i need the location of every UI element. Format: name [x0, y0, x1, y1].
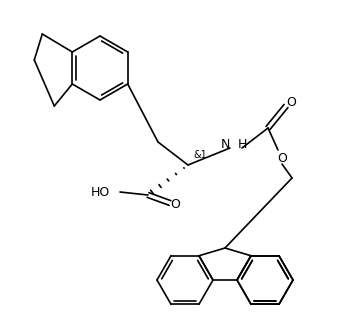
- Text: N: N: [220, 138, 230, 152]
- Text: HO: HO: [91, 186, 110, 198]
- Text: O: O: [277, 152, 287, 165]
- Text: O: O: [286, 96, 296, 110]
- Text: &1: &1: [193, 150, 207, 160]
- Text: H: H: [238, 138, 247, 152]
- Text: O: O: [170, 198, 180, 212]
